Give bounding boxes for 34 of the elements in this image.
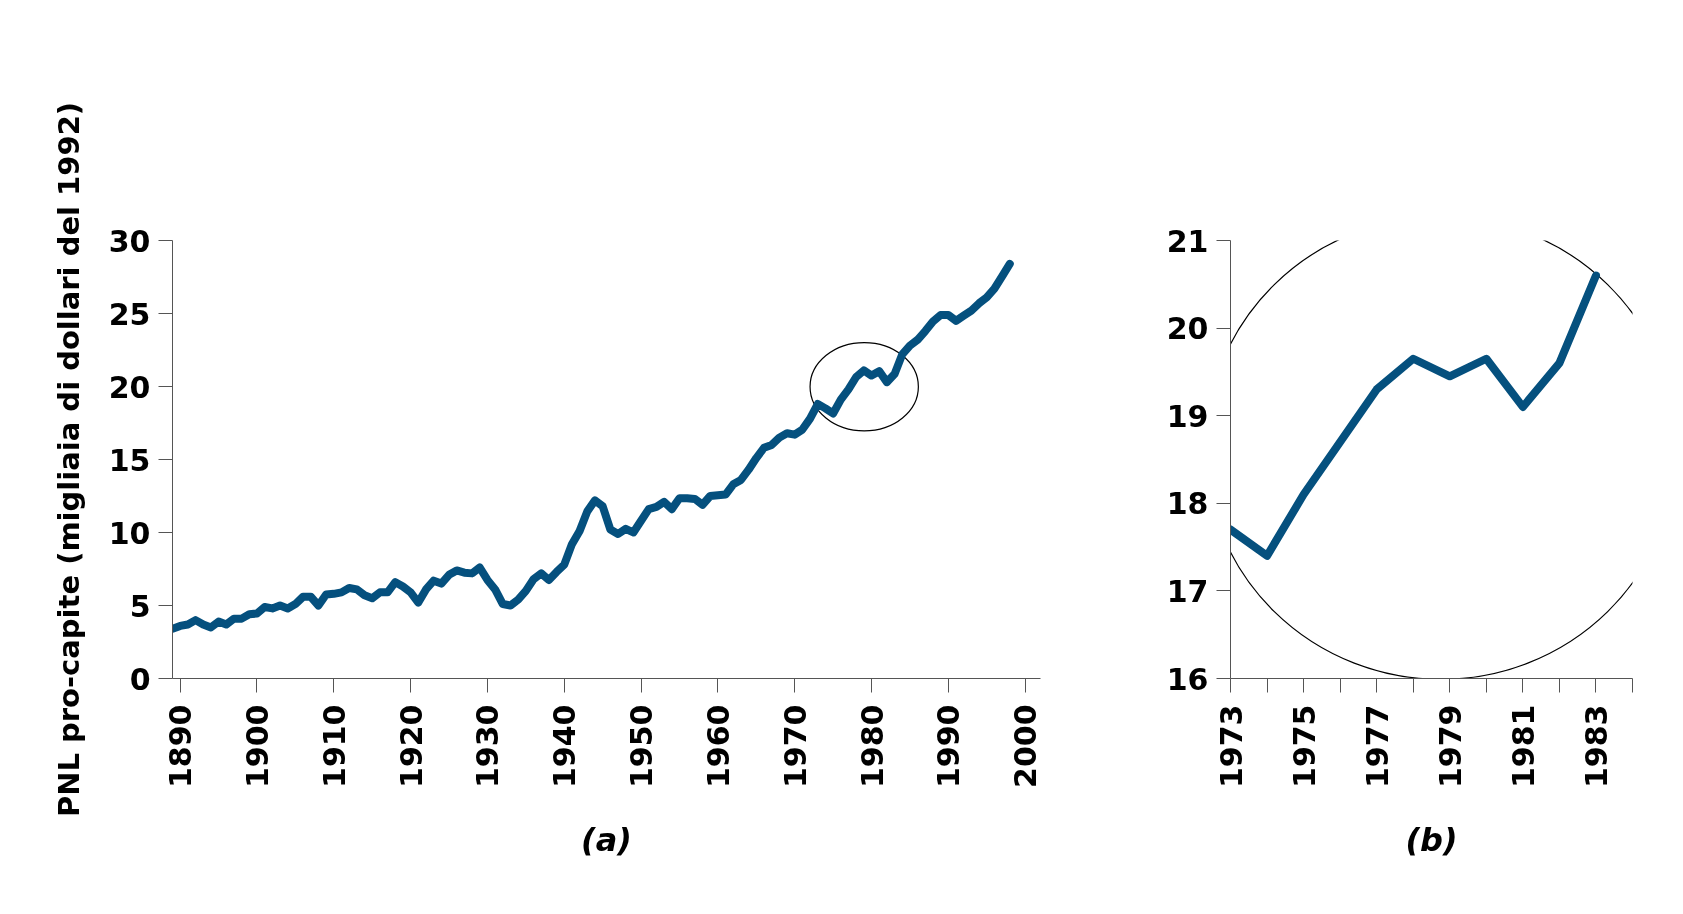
x-tick-label: 1990 [931,704,967,788]
x-axis-title: (a) [581,821,632,859]
y-tick-label: 25 [108,296,151,332]
y-axis-title: PNL pro-capite (migliaia di dollari del 1992) [51,101,86,818]
x-tick-label: 1910 [316,704,352,788]
x-tick-label: 1979 [1432,704,1468,788]
x-tick-label: 1973 [1213,704,1249,788]
x-tick-label: 1981 [1505,704,1541,788]
x-tick-label: 2000 [1008,704,1044,788]
x-tick-label: 1890 [163,704,199,788]
y-tick-label: 19 [1166,398,1209,434]
y-tick-label: 16 [1166,661,1209,697]
y-tick-label: 15 [108,442,151,478]
y-tick-label: 20 [1166,311,1209,347]
x-tick-label: 1983 [1578,704,1614,788]
x-tick-label: 1975 [1286,704,1322,788]
y-tick-label: 17 [1166,573,1209,609]
y-tick-label: 20 [108,369,151,405]
x-tick-label: 1950 [624,704,660,788]
y-tick-label: 30 [108,223,151,259]
y-tick-label: 5 [129,588,151,624]
x-tick-label: 1930 [470,704,506,788]
x-tick-label: 1977 [1359,704,1395,788]
x-tick-label: 1940 [547,704,583,788]
x-tick-label: 1920 [393,704,429,788]
y-tick-label: 21 [1166,223,1209,259]
x-tick-label: 1960 [700,704,736,788]
y-tick-label: 18 [1166,486,1209,522]
x-axis-title: (b) [1405,821,1458,859]
x-tick-label: 1970 [777,704,813,788]
x-tick-label: 1900 [240,704,275,788]
x-tick-label: 1980 [854,704,890,788]
y-tick-label: 10 [108,515,151,551]
y-tick-label: 0 [129,661,151,697]
